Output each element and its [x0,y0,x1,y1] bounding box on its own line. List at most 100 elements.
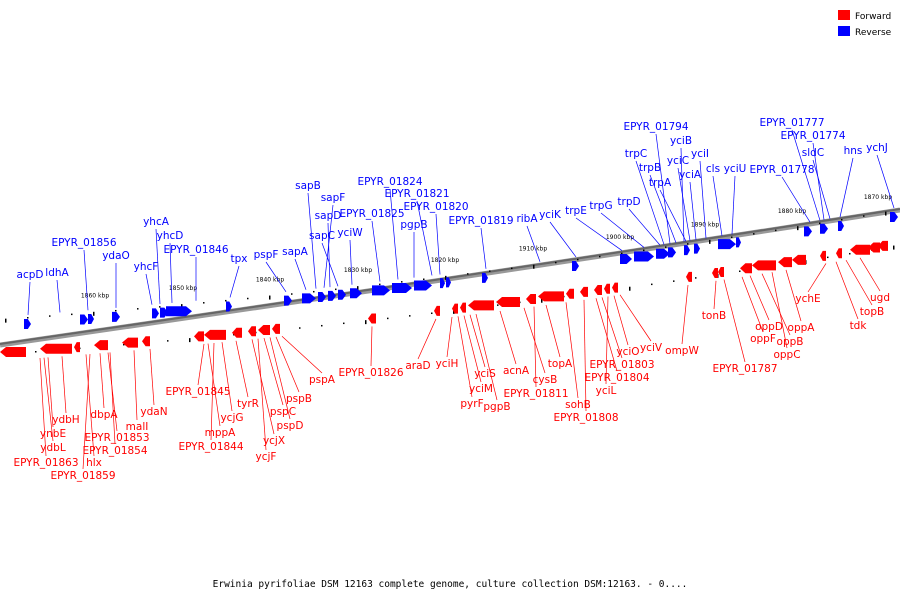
gene-label-reverse: trpC [625,148,647,160]
label-leader-line [480,227,487,269]
gene-label-reverse: ribA [516,213,538,225]
label-leader-line [457,316,473,398]
reverse-gene-arrow [620,254,632,265]
reverse-gene-arrow [328,290,336,301]
reverse-gene-arrow [820,223,828,234]
label-leader-line [785,269,802,322]
label-leader-line [446,316,453,358]
gene-label-reverse: EPYR_01825 [339,208,404,220]
gene-label-forward: ycjG [220,412,243,424]
tick-mark [497,304,499,306]
label-leader-line [605,296,609,385]
gene-label-forward: yciL [596,385,617,397]
gene-label-reverse: ydaO [102,250,130,262]
tick-mark [673,280,675,282]
forward-gene-arrow [778,257,792,268]
forward-gene-arrow [836,248,842,259]
forward-gene-arrow [194,331,204,342]
forward-gene-arrow [272,323,280,334]
reverse-gene-arrow [656,248,670,259]
gene-label-forward: yciO [616,346,639,358]
label-leader-line [876,154,895,209]
label-leader-line [549,221,577,258]
label-leader-line [389,188,399,280]
tick-label: 1910 kbp [519,246,547,253]
label-leader-line [712,175,723,236]
reverse-gene-arrow [684,245,690,256]
label-leader-line [761,273,791,336]
tick-mark [599,255,601,258]
tick-mark [189,338,191,343]
gene-label-forward: pspD [277,420,304,432]
forward-gene-arrow [718,267,724,278]
forward-gene-arrow [566,288,574,299]
tick-mark [409,315,411,317]
label-leader-line [281,335,323,374]
tick-mark [695,277,697,279]
gene-label-forward: EPYR_01811 [503,388,568,400]
gene-label-forward: oppB [777,336,804,348]
tick-mark [167,340,169,342]
tick-mark [365,320,367,325]
tick-mark [115,309,117,312]
label-leader-line [741,276,764,333]
label-leader-line [601,297,623,359]
label-leader-line [713,280,717,310]
gene-label-forward: EPYR_01844 [178,441,243,453]
gene-label-forward: ycjF [256,451,277,463]
forward-gene-arrow [258,325,270,336]
label-leader-line [155,228,161,305]
tick-mark [299,327,301,329]
gene-label-forward: yciV [640,342,663,354]
gene-label-reverse: yciI [691,148,709,160]
gene-label-forward: pyrF [460,398,483,410]
label-leader-line [47,357,54,428]
gene-label-reverse: sapA [282,246,309,258]
gene-label-forward: pspC [270,406,296,418]
gene-label-reverse: yhcF [134,261,159,273]
tick-mark [123,343,125,346]
gene-label-forward: yciS [474,368,496,380]
tick-label: 1850 kbp [169,285,197,292]
tick-mark [841,218,843,221]
label-leader-line [845,259,873,306]
label-leader-line [595,298,618,372]
label-leader-line [731,175,736,235]
tick-mark [687,243,689,245]
reverse-gene-arrow [804,226,812,237]
label-leader-line [207,343,221,427]
tick-mark [489,270,491,272]
gene-label-reverse: cls [706,163,720,175]
tick-mark [629,286,631,291]
label-leader-line [83,249,89,311]
label-leader-line [613,295,629,346]
tick-mark [269,295,271,300]
tick-mark [423,278,425,281]
label-leader-line [197,343,205,386]
gene-label-reverse: sapF [321,192,346,204]
tick-mark [827,256,829,259]
gene-label-forward: ydaN [140,406,167,418]
tick-mark [643,249,645,252]
label-leader-line [265,261,287,292]
label-leader-line [565,302,579,399]
label-leader-line [56,279,61,313]
label-leader-line [27,281,31,315]
forward-gene-arrow [878,240,888,251]
tick-mark [137,308,139,310]
gene-label-forward: EPYR_01845 [165,386,230,398]
label-leader-line [659,189,687,242]
reverse-gene-arrow [152,308,159,319]
gene-label-forward: pgpB [483,401,510,413]
tick-mark [93,311,95,316]
gene-label-forward: acnA [503,365,530,377]
label-leader-line [771,272,788,349]
gene-label-forward: EPYR_01826 [338,367,403,379]
label-leader-line [635,160,665,245]
reverse-gene-arrow [166,306,192,317]
label-leader-line [545,304,561,358]
gene-label-reverse: trpB [639,162,661,174]
label-leader-line [859,257,881,292]
forward-gene-arrow [594,284,602,295]
